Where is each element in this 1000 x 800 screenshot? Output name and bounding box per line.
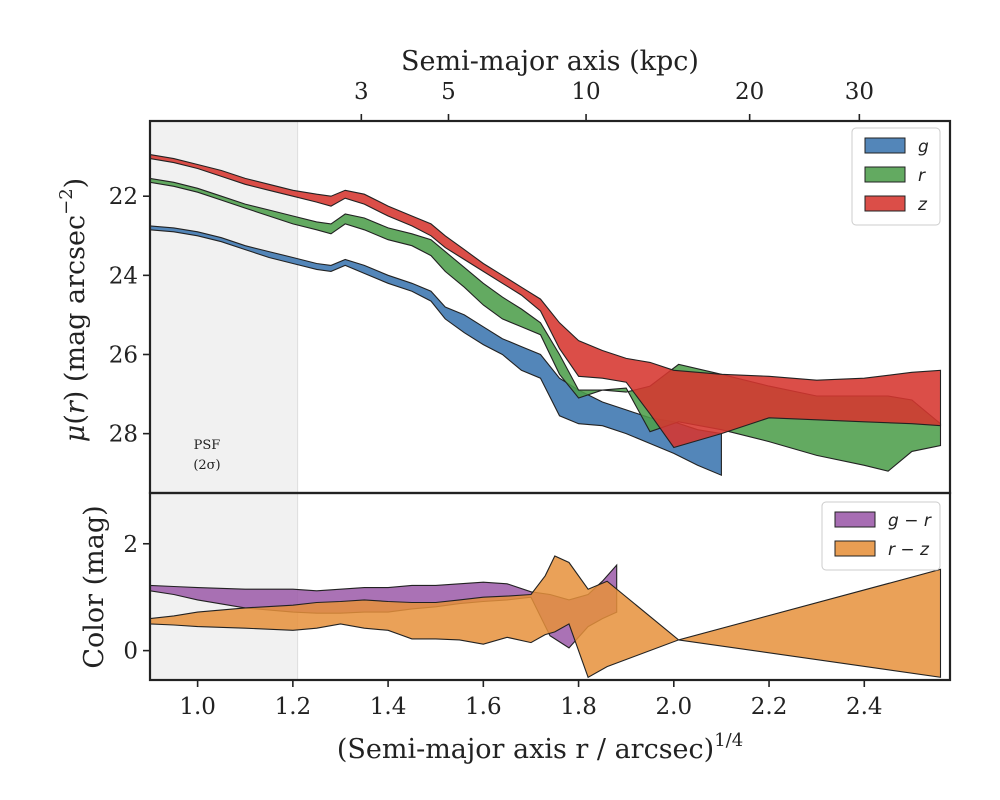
legend-swatch [834,511,876,528]
surface-brightness-bands [150,154,942,477]
legend-label: r − z [888,540,930,560]
legend-swatch [864,195,906,212]
band-z [150,154,942,449]
bottom-panel-ylabel: Color (mag) [79,505,110,668]
x-tick-label: 1.0 [179,694,216,720]
axis-ticks: 1.01.21.41.61.82.02.22.43510203050751002… [109,79,1000,720]
x-tick-label: 1.6 [465,694,502,720]
band-r-minus-z [150,555,942,679]
legend-label: r [918,166,926,186]
y-tick-label: 22 [109,184,138,210]
psf-label: PSF [194,438,221,453]
top-panel-ylabel: μ(r) (mag arcsec−2) [56,178,91,442]
top-x-tick-label: 10 [571,79,600,105]
top-x-tick-label: 5 [441,79,456,105]
legend-swatch [864,137,906,154]
color-y-tick-label: 0 [123,639,138,665]
legend-label: z [917,195,928,215]
x-tick-label: 1.2 [275,694,312,720]
y-tick-label: 26 [109,342,138,368]
y-tick-label: 24 [109,263,138,289]
x-tick-label: 2.0 [656,694,693,720]
psf-sublabel: (2σ) [193,458,220,473]
legend-colors: g − r r − z [821,501,941,571]
x-tick-label: 2.4 [846,694,883,720]
x-tick-label: 1.8 [560,694,597,720]
x-tick-label: 2.2 [751,694,788,720]
x-tick-label: 1.4 [370,694,407,720]
legend-swatch [834,540,876,557]
top-x-tick-label: 30 [845,79,874,105]
legend-label: g − r [888,511,932,531]
color-bands [150,555,942,679]
legend-label: g [918,137,929,157]
color-y-tick-label: 2 [123,532,138,558]
legend-swatch [864,166,906,183]
band-g [150,225,722,477]
y-tick-label: 28 [109,422,138,448]
legend-bands: grz [851,127,941,226]
top-x-tick-label: 3 [354,79,369,105]
top-x-tick-label: 20 [735,79,764,105]
top-axis-title: Semi-major axis (kpc) [401,46,699,77]
bottom-panel-frame [148,491,952,682]
bottom-axis-title: (Semi-major axis r / arcsec)1/4 [337,730,743,765]
